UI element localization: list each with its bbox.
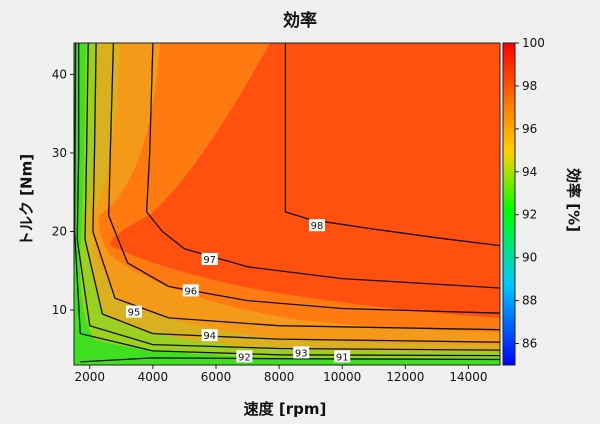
colorbar-tick-label: 92: [522, 208, 537, 222]
y-tick-label: 40: [52, 67, 67, 81]
y-tick-label: 30: [52, 146, 67, 160]
colorbar-tick-label: 100: [522, 36, 545, 50]
colorbar-tick-label: 96: [522, 122, 537, 136]
contour-label-box-98: [308, 219, 325, 232]
contour-label-box-91: [334, 350, 351, 363]
contour-label-box-94: [201, 329, 218, 342]
contour-line-94: [84, 43, 500, 343]
colorbar-label: 効率 [%]: [564, 168, 583, 232]
contour-label-98: 98: [311, 221, 324, 232]
heatmap-region-93: [74, 43, 500, 365]
contour-line-92: [74, 43, 500, 357]
contour-label-95: 95: [128, 308, 141, 319]
x-tick-label: 14000: [449, 370, 487, 384]
x-axis-label: 速度 [rpm]: [243, 400, 327, 418]
x-tick-label: 12000: [386, 370, 424, 384]
contour-label-box-92: [236, 350, 253, 363]
colorbar-tick-label: 88: [522, 294, 537, 308]
contour-label-box-93: [293, 346, 310, 359]
contour-line-93: [76, 43, 500, 351]
contour-line-95: [92, 43, 500, 331]
x-tick-label: 8000: [264, 370, 295, 384]
contour-label-96: 96: [184, 286, 197, 297]
contour-label-box-97: [201, 252, 218, 265]
contour-line-91: [80, 357, 500, 363]
contour-label-94: 94: [203, 331, 216, 342]
contour-line-97: [145, 43, 500, 289]
plot-frame: [73, 42, 501, 366]
x-tick-label: 6000: [201, 370, 232, 384]
colorbar-tick-label: 86: [522, 337, 537, 351]
colorbar: [502, 42, 516, 366]
y-tick-label: 20: [52, 224, 67, 238]
y-tick-label: 10: [52, 303, 67, 317]
x-tick-label: 10000: [323, 370, 361, 384]
chart-title: 効率: [283, 11, 317, 31]
contour-label-91: 91: [336, 352, 349, 363]
colorbar-tick-label: 98: [522, 79, 537, 93]
colorbar-tick-label: 94: [522, 165, 537, 179]
contour-line-98: [284, 43, 500, 247]
contour-label-92: 92: [238, 352, 251, 363]
contour-label-box-96: [182, 284, 199, 297]
contour-label-97: 97: [203, 255, 216, 266]
heatmap-region-96: [74, 43, 500, 365]
contour-label-93: 93: [295, 348, 308, 359]
x-tick-label: 2000: [75, 370, 106, 384]
contour-line-96: [108, 43, 500, 314]
contour-label-box-95: [125, 305, 142, 318]
x-tick-label: 4000: [138, 370, 169, 384]
colorbar-tick-label: 90: [522, 251, 537, 265]
y-axis-label: トルク [Nm]: [17, 153, 36, 247]
